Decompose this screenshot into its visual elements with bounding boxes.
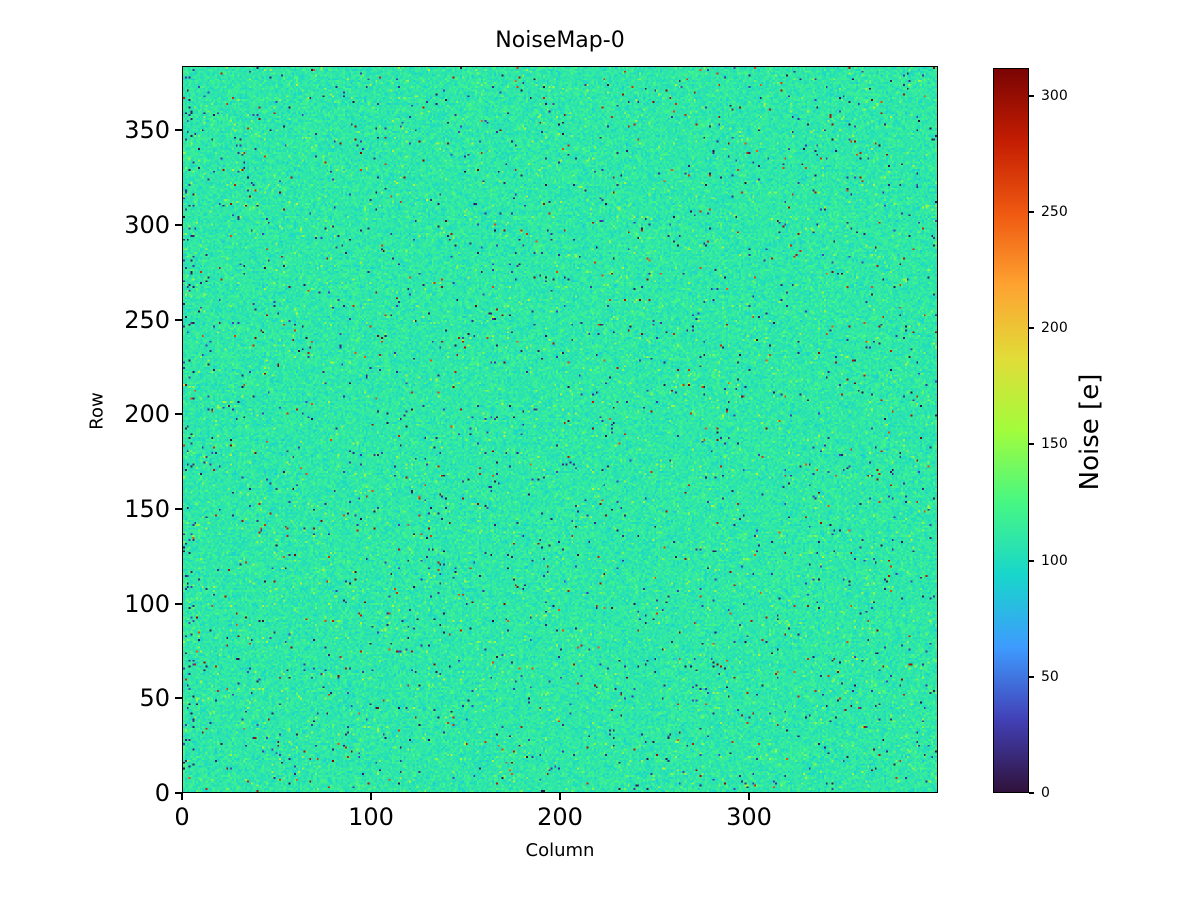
colorbar-tick-label: 300 — [1041, 87, 1068, 104]
colorbar-tick-mark — [1029, 94, 1034, 97]
colorbar-tick-label: 250 — [1041, 204, 1068, 221]
plot-area — [182, 66, 938, 793]
x-tick-mark — [559, 793, 561, 800]
y-tick-label: 300 — [124, 211, 170, 240]
y-tick-label: 250 — [124, 305, 170, 334]
x-tick-mark — [181, 793, 183, 800]
colorbar-tick-mark — [1029, 559, 1034, 562]
x-tick-mark — [748, 793, 750, 800]
colorbar-label: Noise [e] — [1075, 373, 1105, 491]
colorbar-tick-mark — [1029, 211, 1034, 214]
heatmap-canvas — [183, 67, 937, 792]
y-tick-mark — [175, 129, 182, 132]
colorbar-tick-label: 200 — [1041, 320, 1068, 337]
y-tick-label: 0 — [154, 779, 170, 807]
colorbar-tick-label: 150 — [1041, 436, 1068, 453]
y-tick-mark — [175, 224, 182, 227]
x-tick-label: 200 — [537, 803, 583, 831]
x-tick-label: 300 — [726, 803, 772, 831]
y-tick-mark — [175, 792, 182, 794]
y-tick-mark — [175, 508, 182, 511]
colorbar-tick-label: 50 — [1041, 668, 1059, 685]
colorbar-tick-mark — [1029, 443, 1034, 446]
x-tick-label: 100 — [348, 803, 394, 831]
colorbar-gradient — [993, 68, 1029, 793]
colorbar-tick-label: 100 — [1041, 552, 1068, 569]
y-tick-label: 100 — [124, 589, 170, 618]
x-tick-label: 0 — [174, 803, 190, 831]
y-tick-label: 200 — [124, 400, 170, 429]
y-tick-mark — [175, 413, 182, 416]
colorbar-tick-mark — [1029, 792, 1034, 794]
colorbar-tick-label: 0 — [1041, 785, 1050, 801]
y-tick-label: 50 — [139, 684, 170, 713]
y-tick-mark — [175, 318, 182, 321]
plot-title: NoiseMap-0 — [495, 28, 625, 53]
y-tick-label: 150 — [124, 495, 170, 524]
x-tick-mark — [370, 793, 372, 800]
colorbar-tick-mark — [1029, 675, 1034, 678]
y-tick-mark — [175, 697, 182, 700]
y-tick-label: 350 — [124, 116, 170, 145]
y-tick-mark — [175, 602, 182, 605]
x-axis-label: Column — [525, 840, 595, 861]
colorbar-tick-mark — [1029, 327, 1034, 330]
